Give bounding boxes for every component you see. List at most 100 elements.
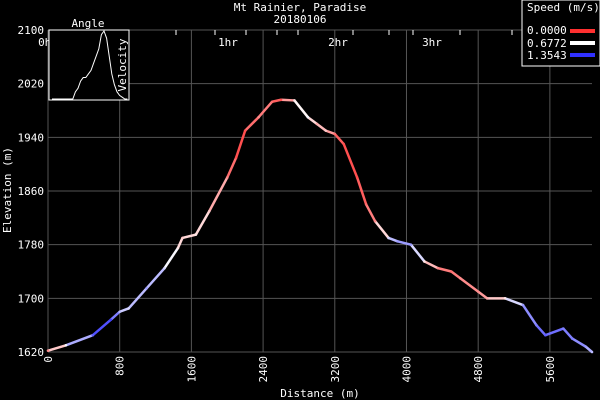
profile-segment — [374, 220, 390, 239]
profile-point — [306, 115, 310, 119]
legend-swatch-red — [570, 29, 595, 33]
x-tick-label: 0 — [42, 356, 55, 363]
chart-subtitle: 20180106 — [274, 13, 327, 26]
profile-segment — [208, 176, 229, 212]
x-tick-label: 800 — [114, 356, 127, 376]
profile-segment — [244, 116, 260, 132]
profile-segment — [325, 129, 336, 136]
legend: Speed (m/s) 0.0000 0.6772 1.3543 — [521, 0, 600, 67]
time-tick-label: 1hr — [218, 36, 238, 49]
profile-segment — [316, 122, 327, 132]
profile-point — [355, 176, 359, 179]
grid — [47, 29, 592, 353]
profile-point — [521, 303, 525, 307]
profile-point — [127, 307, 130, 310]
profile-point — [324, 129, 328, 132]
profile-point — [257, 115, 260, 119]
x-tick-label: 4000 — [400, 356, 413, 383]
legend-swatch-blue — [570, 53, 595, 57]
profile-point — [225, 176, 229, 179]
profile-segment — [280, 98, 295, 102]
profile-segment — [307, 116, 318, 125]
profile-segment — [235, 130, 247, 158]
profile-point — [570, 337, 574, 340]
profile-segment — [91, 318, 112, 337]
profile-point — [364, 203, 368, 206]
profile-point — [503, 297, 507, 300]
profile-segment — [562, 327, 574, 340]
profile-segment — [65, 334, 94, 347]
profile-point — [91, 333, 95, 337]
profile-segment — [333, 133, 345, 145]
profile-point — [423, 260, 426, 263]
profile-segment — [521, 304, 538, 326]
profile-segment — [365, 203, 377, 222]
profile-point — [333, 132, 337, 136]
time-tick-label: 2hr — [328, 36, 348, 49]
y-tick-label: 1780 — [18, 239, 45, 252]
profile-point — [293, 99, 296, 102]
profile-segment — [119, 307, 130, 313]
profile-point — [279, 98, 283, 102]
profile-segment — [163, 247, 179, 269]
x-tick-label: 3200 — [329, 356, 342, 383]
profile-segment — [397, 240, 412, 246]
profile-point — [194, 233, 198, 236]
profile-point — [118, 310, 121, 314]
profile-point — [449, 270, 453, 273]
x-tick-label: 4800 — [472, 356, 485, 383]
x-tick-label: 5600 — [544, 356, 557, 383]
profile-segment — [127, 287, 148, 310]
inset-line — [52, 29, 128, 100]
profile-segment — [226, 156, 238, 179]
profile-point — [562, 327, 565, 330]
profile-point — [64, 343, 68, 347]
profile-point — [145, 286, 148, 290]
profile-point — [436, 266, 440, 270]
profile-segment — [342, 143, 359, 179]
profile-segment — [535, 324, 547, 337]
x-tick-label: 2400 — [257, 356, 270, 383]
x-axis-label: Distance (m) — [280, 387, 359, 400]
legend-label: 0.0000 — [527, 24, 567, 37]
profile-segment — [388, 236, 398, 243]
profile-segment — [145, 267, 166, 290]
profile-segment — [109, 310, 121, 321]
y-tick-label: 1620 — [18, 346, 45, 359]
profile-segment — [194, 210, 211, 236]
profile-line — [46, 98, 594, 354]
y-tick-label: 1940 — [18, 131, 45, 144]
profile-point — [396, 240, 399, 243]
x-tick-label: 1600 — [185, 356, 198, 383]
profile-point — [409, 243, 413, 246]
profile-segment — [437, 266, 452, 273]
profile-point — [163, 266, 166, 270]
profile-segment — [257, 100, 273, 119]
legend-title: Speed (m/s) — [527, 1, 600, 14]
profile-point — [243, 129, 247, 132]
profile-segment — [571, 337, 587, 348]
y-tick-label: 1700 — [18, 292, 45, 305]
inset-ylabel: Velocity — [116, 38, 129, 91]
profile-point — [315, 122, 319, 126]
inset-histogram: Angle Velocity — [48, 17, 130, 101]
y-axis-label: Elevation (m) — [1, 147, 14, 233]
profile-segment — [176, 237, 184, 249]
profile-segment — [356, 177, 368, 205]
profile-segment — [271, 98, 282, 103]
legend-label: 0.6772 — [527, 37, 567, 50]
profile-point — [590, 350, 594, 354]
profile-segment — [47, 344, 67, 352]
profile-segment — [544, 327, 564, 337]
legend-label: 1.3543 — [527, 49, 567, 62]
chart-title: Mt Rainier, Paradise — [234, 1, 366, 14]
profile-point — [46, 349, 50, 352]
y-tick-label: 2100 — [18, 24, 45, 37]
profile-segment — [423, 260, 439, 270]
profile-point — [476, 290, 480, 293]
profile-segment — [584, 345, 593, 353]
legend-swatch-white — [570, 41, 595, 45]
profile-point — [544, 333, 547, 337]
profile-segment — [293, 99, 309, 118]
